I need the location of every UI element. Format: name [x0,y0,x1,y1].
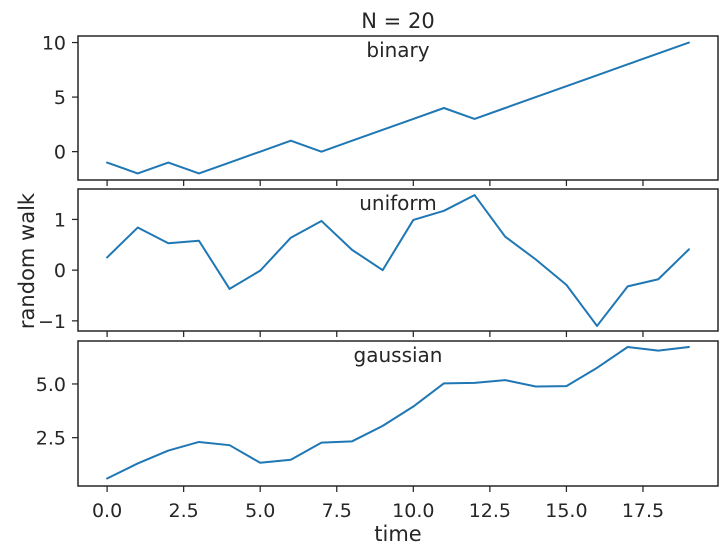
binary-axes-frame [77,35,719,181]
subplots: 0 5 10 binary −1 0 1 uniform 2.5 5.0 0.0 2.5 5.0 7.5 1… [36,33,719,522]
uniform-panel-title: uniform [359,191,437,215]
subplot-gaussian: 2.5 5.0 0.0 2.5 5.0 7.5 10.0 12.5 15.0 17.5 gaussi… [36,340,719,522]
gaussian-ytick-label: 5.0 [36,374,66,396]
gaussian-xtick-label: 0.0 [92,500,122,522]
gaussian-ytick-label: 2.5 [36,428,66,450]
binary-ytick-label: 5 [54,87,66,109]
gaussian-xtick-label: 5.0 [245,500,275,522]
uniform-series-line [106,194,690,327]
binary-panel-title: binary [366,38,429,62]
gaussian-series-line [106,346,690,480]
gaussian-xtick-label: 15.0 [545,500,587,522]
binary-ytick-label: 0 [54,142,66,164]
uniform-ytick-label: 0 [54,260,66,282]
gaussian-axes-frame [77,340,719,487]
gaussian-xtick-label: 7.5 [322,500,352,522]
y-axis-label: random walk [15,192,39,329]
x-axis-label: time [374,522,421,546]
binary-series-line [106,41,690,175]
figure-title: N = 20 [361,9,434,33]
subplot-uniform: −1 0 1 uniform [38,188,719,337]
uniform-ytick-label: 1 [54,209,66,231]
uniform-ytick-label: −1 [38,311,66,333]
subplot-binary: 0 5 10 binary [42,33,719,186]
gaussian-panel-title: gaussian [354,343,443,367]
uniform-axes-frame [77,188,719,332]
gaussian-xtick-label: 17.5 [622,500,664,522]
gaussian-xtick-label: 10.0 [392,500,434,522]
gaussian-xtick-label: 2.5 [169,500,199,522]
gaussian-xtick-label: 12.5 [469,500,511,522]
binary-ytick-label: 10 [42,33,66,55]
